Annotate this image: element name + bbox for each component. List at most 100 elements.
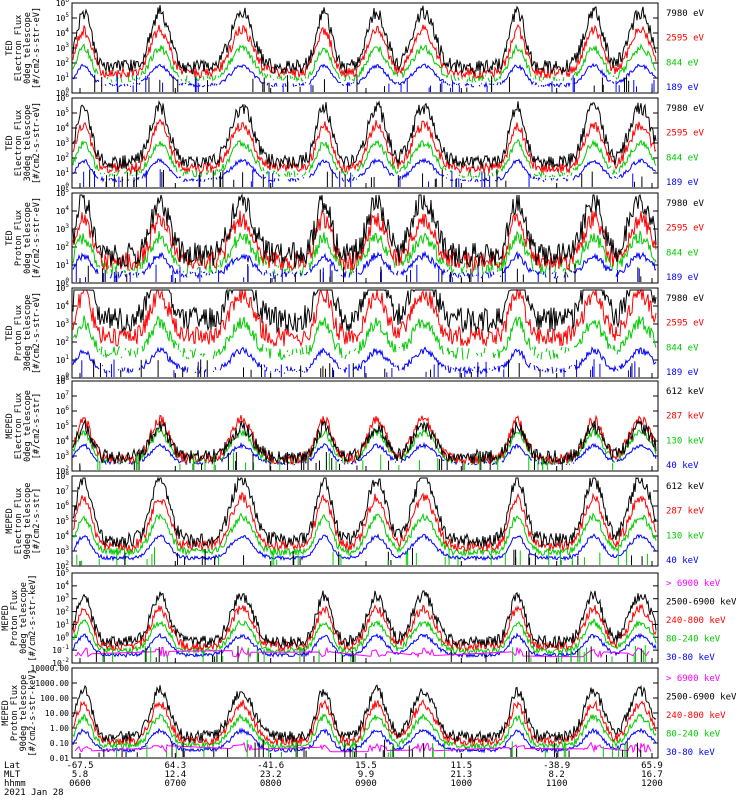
- legend-entry: 189 eV: [666, 178, 699, 188]
- y-axis-label: [#/cm2-s-str-keV]: [28, 670, 38, 757]
- panel-4: 100 101 102 103 104 105 TED Proton Flux 30deg te…: [5, 282, 705, 383]
- dropout-spikes: [94, 74, 655, 92]
- series-trace-green: [72, 43, 657, 83]
- y-axis-label: MEPED: [5, 508, 15, 534]
- x-tick-lat: 64.3: [164, 761, 186, 771]
- series-trace-green: [72, 617, 657, 656]
- y-axis-label: Electron Flux: [14, 110, 24, 177]
- y-tick-label: 102: [56, 560, 70, 571]
- y-tick-label: 10-1: [52, 644, 69, 655]
- legend-entry: 30-80 keV: [666, 653, 715, 663]
- y-tick-label: 101: [56, 354, 70, 365]
- y-tick-label: 105: [56, 282, 70, 293]
- x-tick-hhmm: 0600: [69, 779, 91, 789]
- legend-entry: 2595 eV: [666, 34, 705, 44]
- y-axis-label: Electron Flux: [14, 393, 24, 460]
- series-trace-red: [72, 23, 657, 79]
- x-tick-mlt: 5.8: [72, 770, 88, 780]
- y-tick-label: 107: [56, 390, 70, 401]
- y-tick-label: 104: [56, 300, 70, 311]
- y-axis-label: [#/cm2-s-str-keV]: [28, 575, 38, 662]
- dropout-spikes: [81, 359, 640, 377]
- panel-8: 0.01 0.10 1.00 10.00 100.00 1000.00 10000.00 ME…: [1, 664, 737, 763]
- y-tick-label: 103: [56, 450, 70, 461]
- y-tick-label: 1000.00: [35, 679, 69, 688]
- legend-entry: 7980 eV: [666, 104, 705, 114]
- y-axis-label: [#/cm2-s-str-eV]: [32, 7, 42, 89]
- legend-entry: 2595 eV: [666, 319, 705, 329]
- x-tick-hhmm: 0900: [355, 779, 377, 789]
- y-tick-label: 108: [56, 375, 70, 386]
- x-row-label: MLT: [4, 770, 21, 780]
- dropout-spikes: [75, 264, 642, 282]
- legend-entry: 80-240 keV: [666, 730, 721, 740]
- y-tick-label: 106: [56, 500, 70, 511]
- x-tick-mlt: 9.9: [358, 770, 374, 780]
- series-trace-magenta: [74, 741, 652, 754]
- panel-2: 100 101 102 103 104 105 106 TED Electron Flux 30d…: [5, 92, 705, 193]
- y-tick-label: 104: [56, 530, 70, 541]
- y-axis-label: [#/cm2-s-str-eV]: [32, 292, 42, 374]
- legend-entry: 189 eV: [666, 83, 699, 93]
- dropout-spikes: [79, 452, 614, 470]
- x-tick-lat: -38.9: [543, 761, 570, 771]
- legend-entry: 2500-6900 keV: [666, 598, 737, 608]
- series-trace-red: [72, 118, 657, 175]
- y-axis-label: [#/cm2-s-str-eV]: [32, 102, 42, 184]
- legend-entry: 612 keV: [666, 482, 705, 492]
- x-row-label: Lat: [4, 761, 20, 771]
- series-trace-green: [72, 712, 657, 751]
- x-tick-hhmm: 1100: [546, 779, 568, 789]
- legend-entry: 844 eV: [666, 248, 699, 258]
- date-label: 2021 Jan 28: [4, 788, 64, 798]
- x-tick-hhmm: 0700: [164, 779, 186, 789]
- y-tick-label: 102: [56, 57, 70, 68]
- y-axis-label: TED: [5, 40, 15, 55]
- series-trace-blue: [72, 250, 657, 280]
- y-axis-label: TED: [5, 230, 15, 245]
- legend-entry: 2595 eV: [666, 129, 705, 139]
- panel-frame: [71, 2, 659, 94]
- legend-entry: 844 eV: [666, 58, 699, 68]
- y-tick-label: 105: [56, 420, 70, 431]
- y-tick-label: 104: [56, 27, 70, 38]
- y-tick-label: 104: [56, 122, 70, 133]
- x-tick-lat: -67.5: [66, 761, 93, 771]
- y-tick-label: 106: [56, 405, 70, 416]
- legend-entry: 844 eV: [666, 343, 699, 353]
- x-tick-mlt: 16.7: [641, 770, 663, 780]
- panel-frame: [71, 287, 659, 379]
- panel-5: 102 103 104 105 106 107 108 MEPED Electron Flux 0…: [5, 375, 705, 476]
- series-trace-red: [72, 491, 657, 552]
- series-trace-black: [72, 288, 657, 334]
- series-trace-black: [72, 5, 657, 75]
- legend-entry: 7980 eV: [666, 9, 705, 19]
- y-tick-label: 0.01: [50, 754, 69, 763]
- y-tick-label: 100.00: [40, 694, 69, 703]
- y-tick-label: 105: [56, 12, 70, 23]
- y-tick-label: 10.00: [45, 709, 69, 718]
- legend-entry: 287 keV: [666, 412, 705, 422]
- x-tick-mlt: 23.2: [260, 770, 282, 780]
- legend-entry: 240-800 keV: [666, 711, 726, 721]
- y-tick-label: 101: [56, 618, 70, 629]
- y-axis-label: 30deg telescope: [23, 105, 33, 182]
- y-axis-label: Proton Flux: [14, 305, 24, 361]
- dropout-spikes: [83, 169, 643, 187]
- y-axis-label: Electron Flux: [14, 15, 24, 82]
- y-axis-label: TED: [5, 135, 15, 150]
- legend-entry: 130 keV: [666, 531, 705, 541]
- series-trace-red: [72, 603, 657, 652]
- series-trace-blue: [72, 727, 657, 754]
- y-tick-label: 103: [56, 42, 70, 53]
- y-axis-label: [#/cm2-s-str]: [32, 393, 42, 460]
- y-tick-label: 100: [56, 277, 70, 288]
- series-trace-red: [72, 698, 657, 747]
- y-tick-label: 103: [56, 223, 70, 234]
- y-tick-label: 105: [56, 567, 70, 578]
- series-trace-black: [72, 193, 657, 269]
- x-row-label: hhmm: [4, 779, 26, 789]
